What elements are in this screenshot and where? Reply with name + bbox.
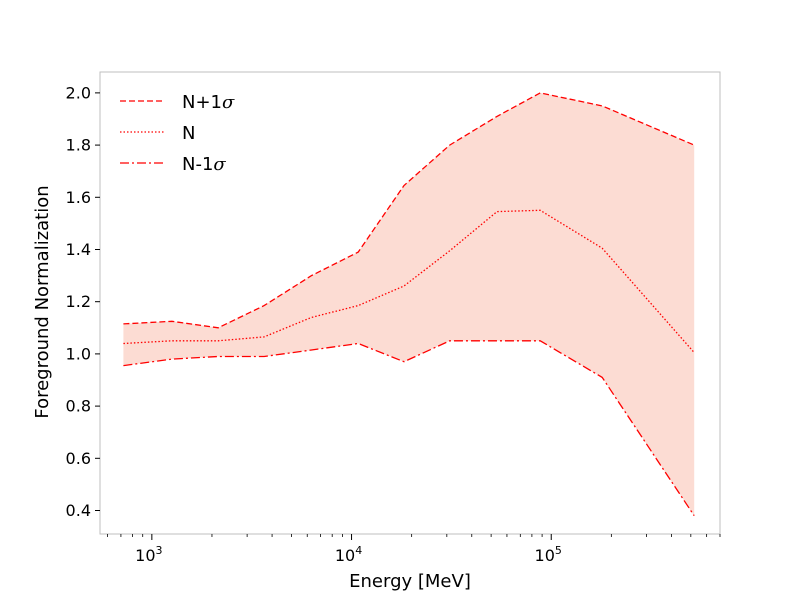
series-lines-layer [123,92,695,517]
y-tick-label: 1.4 [66,240,91,259]
plot-frame [99,71,721,535]
legend-label-0: N+1σ [182,92,235,113]
uncertainty-band [123,92,695,516]
y-tick-label: 1.6 [66,188,91,207]
y-tick-label: 2.0 [66,83,91,102]
series-2-group [123,340,695,517]
x-tick-label: 105 [535,544,562,565]
x-tick-label: 103 [135,544,162,565]
y-tick-label: 1.2 [66,292,91,311]
legend-label-1: N [182,123,195,144]
series-line-2 [123,340,695,517]
y-tick-label: 1.8 [66,136,91,155]
y-tick-label: 0.6 [66,449,91,468]
y-tick-label: 0.4 [66,501,91,520]
ticks-layer: 0.4 0.6 0.8 1.0 1.2 1.4 1.6 1.8 2.0 103 104 105 [66,83,721,565]
y-tick-label: 1.0 [66,344,91,363]
uncertainty-band-layer [123,92,695,516]
x-tick-label: 104 [335,544,362,565]
y-tick-label: 0.8 [66,397,91,416]
x-axis-title: Energy [MeV] [349,571,471,592]
legend: N+1σ N N-1σ [120,92,235,175]
y-axis-title: Foreground Normalization [32,185,53,418]
legend-label-2: N-1σ [182,154,226,175]
